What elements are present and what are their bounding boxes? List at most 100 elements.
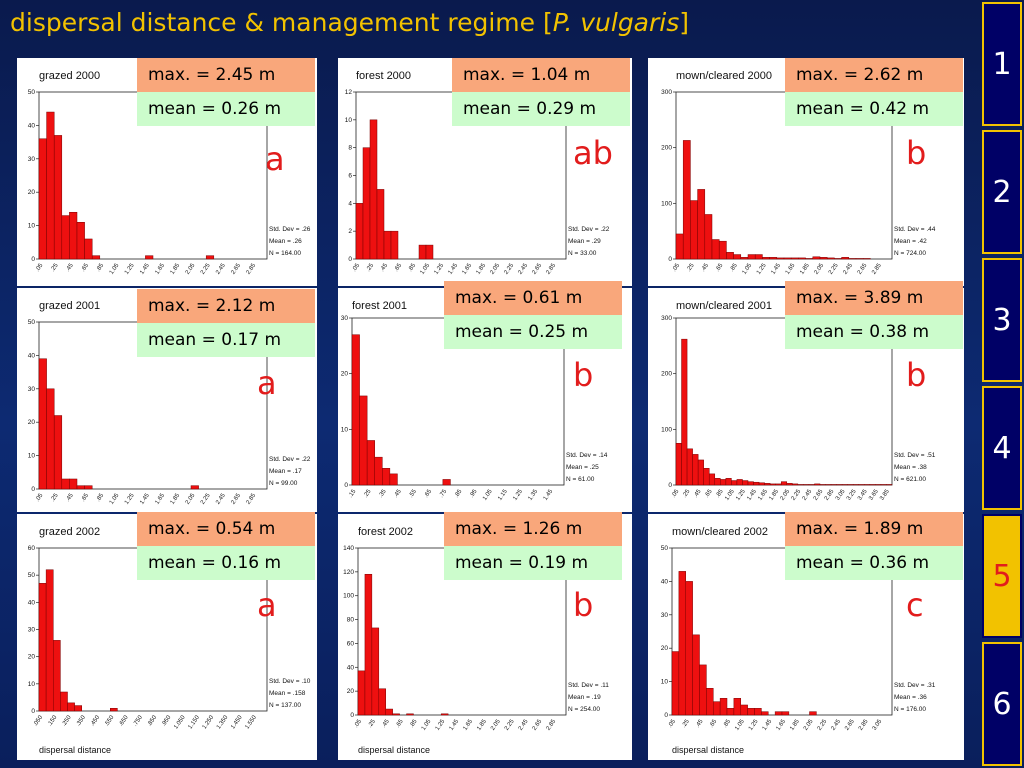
x-tick-label: 2.65 xyxy=(532,262,544,276)
nav-slide-2[interactable]: 2 xyxy=(982,130,1022,254)
mean-distance-box: mean = 0.36 m xyxy=(785,546,963,580)
x-tick-label: .25 xyxy=(681,718,691,729)
nav-slide-3[interactable]: 3 xyxy=(982,258,1022,382)
y-tick-label: 30 xyxy=(28,627,36,634)
y-tick-label: 40 xyxy=(28,599,36,606)
y-tick-label: 300 xyxy=(661,315,672,322)
x-tick-label: 2.45 xyxy=(518,718,530,732)
y-tick-label: 50 xyxy=(28,572,36,579)
histogram-bar xyxy=(690,200,698,260)
x-tick-label: 2.85 xyxy=(246,262,258,276)
x-tick-label: .150 xyxy=(47,714,59,728)
histogram-bar xyxy=(61,478,70,490)
x-tick-label: 1.25 xyxy=(435,718,447,732)
title-prefix: dispersal distance & management regime [ xyxy=(10,8,553,37)
x-tick-label: .85 xyxy=(722,718,732,729)
histogram-bar xyxy=(682,140,691,260)
histogram-bar xyxy=(91,255,101,260)
max-distance-box: max. = 2.62 m xyxy=(785,58,963,92)
x-tick-label: .450 xyxy=(90,714,102,728)
mean-distance-box: mean = 0.25 m xyxy=(444,315,622,349)
histogram-bar xyxy=(780,481,788,486)
y-tick-label: 40 xyxy=(28,352,36,359)
x-tick-label: .65 xyxy=(393,262,403,273)
histogram-bar xyxy=(692,454,699,486)
x-tick-label: 1.65 xyxy=(785,262,797,276)
y-tick-label: 0 xyxy=(668,482,672,489)
stats-legend: Std. Dev = .22 Mean = .17 N = 99.00 xyxy=(269,454,310,490)
nav-slide-1[interactable]: 1 xyxy=(982,2,1022,126)
stats-std: Std. Dev = .44 xyxy=(894,226,936,233)
x-tick-label: .65 xyxy=(80,262,90,273)
histogram-bar xyxy=(841,484,848,486)
histogram-bar xyxy=(671,651,680,716)
stats-n: N = 724.00 xyxy=(894,250,926,257)
histogram-bar xyxy=(45,569,54,712)
histogram-bar xyxy=(855,258,864,260)
histogram-bar xyxy=(753,481,760,486)
max-distance-box: max. = 3.89 m xyxy=(785,281,963,315)
histogram-bar xyxy=(69,478,78,490)
x-tick-label: .05 xyxy=(35,492,45,503)
histogram-bar xyxy=(382,468,391,486)
histogram-bar xyxy=(686,448,693,486)
x-tick-label: 1.350 xyxy=(216,714,230,730)
nav-slide-4[interactable]: 4 xyxy=(982,386,1022,510)
histogram-bar xyxy=(733,698,741,716)
significance-letter: b xyxy=(906,134,927,172)
nav-slide-5[interactable]: 5 xyxy=(982,514,1022,638)
histogram-bar xyxy=(809,711,817,716)
x-tick-label: .05 xyxy=(667,718,677,729)
histogram-bar xyxy=(374,456,383,486)
histogram-bar xyxy=(747,708,755,716)
x-tick-label: 2.45 xyxy=(842,262,854,276)
stats-std: Std. Dev = .26 xyxy=(269,226,311,233)
histogram-bar xyxy=(719,698,728,716)
x-tick-label: 2.25 xyxy=(504,262,516,276)
x-tick-label: 1.05 xyxy=(109,262,121,276)
significance-letter: b xyxy=(906,356,927,394)
chart-title: grazed 2000 xyxy=(39,70,101,82)
histogram-bar xyxy=(836,484,843,486)
histogram-bar xyxy=(706,688,714,716)
histogram-bar xyxy=(425,244,434,260)
x-tick-label: .25 xyxy=(682,488,692,499)
histogram-bar xyxy=(764,483,771,486)
x-tick-label: 2.65 xyxy=(813,488,825,502)
x-tick-label: 2.05 xyxy=(803,718,815,732)
x-tick-label: .45 xyxy=(381,718,391,729)
title-species: P. vulgaris xyxy=(552,8,680,37)
histogram-bar xyxy=(708,473,716,486)
histogram-bar xyxy=(53,640,61,712)
stats-std: Std. Dev = .22 xyxy=(269,456,311,463)
x-axis-title: dispersal distance xyxy=(358,745,431,755)
x-tick-label: .35 xyxy=(378,488,388,499)
x-tick-label: 2.85 xyxy=(546,262,558,276)
x-tick-label: 1.05 xyxy=(109,492,121,506)
y-tick-label: 0 xyxy=(344,482,348,489)
stats-std: Std. Dev = .22 xyxy=(568,226,610,233)
nav-slide-6[interactable]: 6 xyxy=(982,642,1022,766)
x-tick-label: .650 xyxy=(118,714,130,728)
y-tick-label: 200 xyxy=(661,371,672,378)
histogram-bar xyxy=(731,480,738,486)
stats-n: N = 254.00 xyxy=(568,706,600,713)
mean-distance-box: mean = 0.19 m xyxy=(444,546,622,580)
stats-legend: Std. Dev = .10 Mean = .158 N = 137.00 xyxy=(269,676,310,712)
x-tick-label: 2.05 xyxy=(185,492,197,506)
x-tick-label: 2.45 xyxy=(802,488,814,502)
histogram-bar xyxy=(783,257,792,260)
x-tick-label: .550 xyxy=(104,714,116,728)
histogram-bar xyxy=(769,483,776,486)
y-tick-label: 50 xyxy=(28,319,36,326)
histogram-bar xyxy=(383,230,392,260)
x-tick-label: .45 xyxy=(693,488,703,499)
chart-title: forest 2002 xyxy=(358,526,414,538)
mean-distance-box: mean = 0.29 m xyxy=(452,92,630,126)
histogram-bar xyxy=(418,244,427,260)
x-tick-label: 1.15 xyxy=(497,488,509,502)
x-tick-label: .65 xyxy=(80,492,90,503)
histogram-bar xyxy=(376,189,385,260)
significance-letter: a xyxy=(265,140,285,178)
